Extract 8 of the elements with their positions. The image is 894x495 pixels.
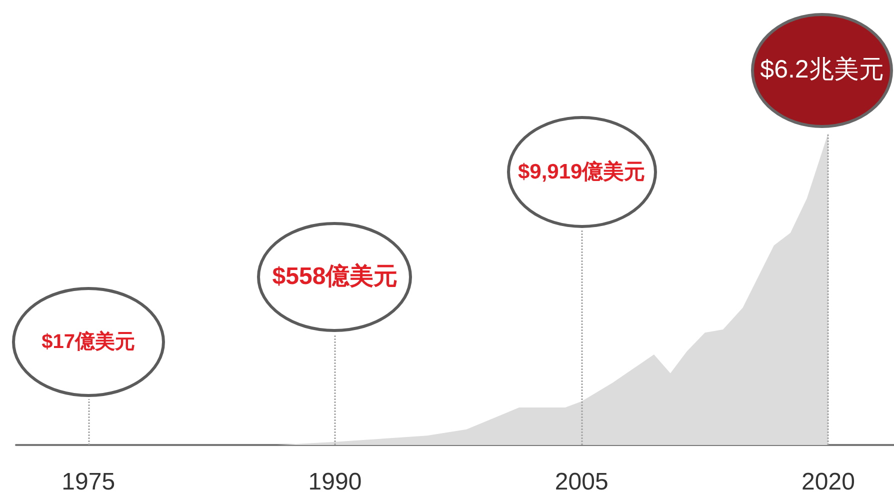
x-tick-label: 2005 — [554, 468, 608, 495]
x-tick-label: 1975 — [62, 468, 116, 495]
x-tick-label: 1990 — [308, 468, 362, 495]
ref-line-label: $558億美元 — [272, 262, 398, 290]
ref-line-label: $17億美元 — [42, 331, 136, 353]
ref-line-label: $6.2兆美元 — [760, 55, 884, 84]
x-tick-label: 2020 — [802, 468, 855, 495]
ref-line-label: $9,919億美元 — [518, 160, 646, 184]
